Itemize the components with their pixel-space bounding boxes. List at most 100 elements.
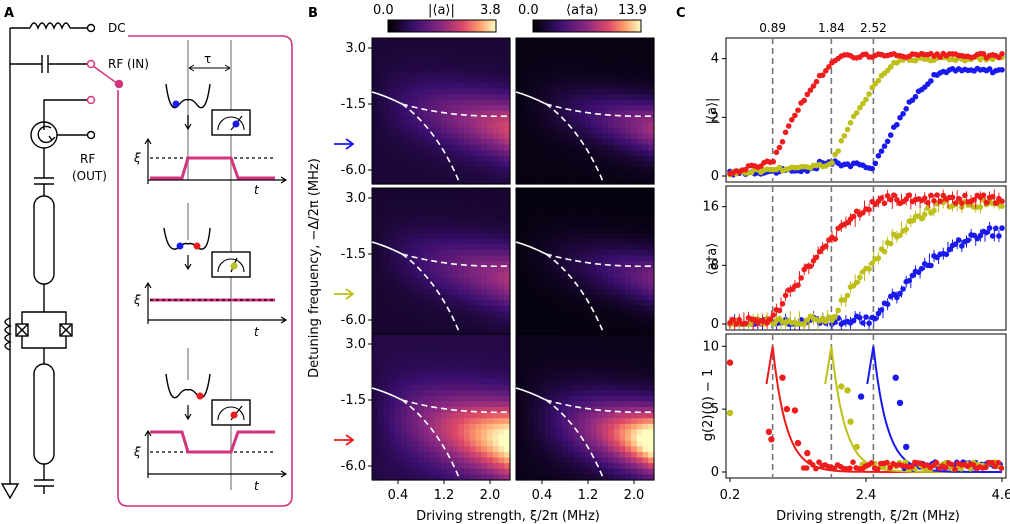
heatmap-cell (636, 178, 644, 185)
heatmap-cell (590, 356, 598, 363)
heatmap-cell (533, 199, 540, 206)
heatmap-cell (567, 99, 575, 106)
heatmap-cell (648, 127, 655, 135)
heatmap-cell (573, 66, 580, 73)
heatmap-cell (521, 238, 529, 245)
heatmap-cell (516, 122, 523, 129)
g2-fit-blue (866, 346, 1002, 473)
heatmap-cell (504, 334, 511, 341)
heatmap-cell (492, 139, 500, 146)
data-point-blue (897, 114, 903, 121)
heatmap-cell (377, 266, 385, 273)
heatmap-cell (469, 105, 477, 112)
heatmap-cell (504, 474, 511, 481)
heatmap-cell (487, 451, 494, 459)
heatmap-cell (400, 172, 408, 179)
heatmap-cell (613, 94, 621, 101)
heatmap-cell (527, 210, 534, 217)
heatmap-cell (596, 272, 603, 279)
heatmap-cell (608, 429, 615, 436)
t-axis-3 (148, 470, 288, 478)
heatmap-cell (619, 232, 626, 240)
heatmap-cell (452, 94, 459, 101)
heatmap-cell (400, 88, 408, 95)
heatmap-cell (498, 232, 505, 240)
heatmap-cell (412, 463, 419, 470)
y-tick-label: 0 (711, 169, 719, 184)
heatmap-cell (492, 468, 500, 475)
heatmap-cell (527, 350, 534, 358)
heatmap-cell (498, 155, 505, 163)
heatmap-cell (619, 317, 626, 324)
heatmap-cell (585, 204, 592, 212)
heatmap-cell (619, 339, 626, 346)
heatmap-cell (539, 440, 546, 447)
heatmap-cell (590, 38, 598, 45)
heatmap-cell (585, 116, 592, 123)
heatmap-cell (608, 440, 615, 447)
heatmap-cell (429, 261, 436, 268)
heatmap-cell (608, 227, 615, 234)
data-point-red (937, 198, 943, 205)
heatmap-cell (596, 127, 603, 135)
heatmap-cell (521, 266, 529, 273)
heatmap-cell (429, 446, 436, 453)
heatmap-cell (631, 244, 638, 251)
heatmap-cell (562, 139, 569, 146)
heatmap-cell (648, 111, 655, 118)
heatmap-cell (452, 71, 459, 78)
heatmap-cell (562, 238, 569, 245)
heatmap-cell (400, 199, 408, 206)
heatmap-cell (400, 82, 408, 90)
heatmap-cell (556, 216, 563, 223)
heatmap-cell (418, 232, 425, 240)
heatmap-cell (487, 334, 494, 341)
heatmap-cell (487, 188, 494, 195)
heatmap-cell (441, 167, 448, 174)
heatmap-cell (636, 283, 644, 290)
heatmap-cell (487, 266, 494, 273)
heatmap-cell (504, 77, 511, 84)
heatmap-cell (631, 378, 638, 386)
heatmap-cell (377, 116, 385, 123)
heatmap-cell (602, 328, 609, 335)
heatmap-cell (631, 390, 638, 397)
heatmap-cell (573, 188, 580, 195)
heatmap-cell (498, 429, 505, 436)
heatmap-cell (567, 178, 575, 185)
heatmap-cell (418, 204, 425, 212)
heatmap-cell (400, 350, 408, 358)
heatmap-cell (400, 38, 408, 45)
heatmap-cell (533, 66, 540, 73)
heatmap-cell (544, 172, 552, 179)
heatmap-cell (469, 54, 477, 62)
heatmap-cell (446, 60, 454, 67)
heatmap-cell (516, 155, 523, 163)
panel-b-label: B (308, 6, 318, 21)
heatmap-cell (590, 423, 598, 431)
heatmap-cell (648, 322, 655, 329)
heatmap-cell (631, 88, 638, 95)
heatmap-cell (435, 127, 442, 135)
heatmap-cell (527, 457, 534, 464)
heatmap-cell (504, 38, 511, 45)
heatmap-cell (446, 468, 454, 475)
heatmap-cell (613, 167, 621, 174)
heatmap-cell (377, 345, 385, 352)
heatmap-cell (544, 122, 552, 129)
heatmap-cell (636, 322, 644, 329)
heatmap-cell (516, 238, 523, 245)
heatmap-cell (395, 350, 402, 358)
heatmap-cell (423, 116, 431, 123)
heatmap-cell (544, 133, 552, 140)
heatmap-cell (625, 232, 632, 240)
heatmap-cell (383, 99, 390, 106)
threshold-label: 1.84 (818, 21, 845, 35)
heatmap-cell (377, 277, 385, 285)
heatmap-cell (412, 216, 419, 223)
heatmap-cell (475, 199, 482, 206)
heatmap-cell (406, 38, 413, 45)
heatmap-cell (648, 116, 655, 123)
heatmap-cell (400, 334, 408, 341)
heatmap-cell (487, 127, 494, 135)
